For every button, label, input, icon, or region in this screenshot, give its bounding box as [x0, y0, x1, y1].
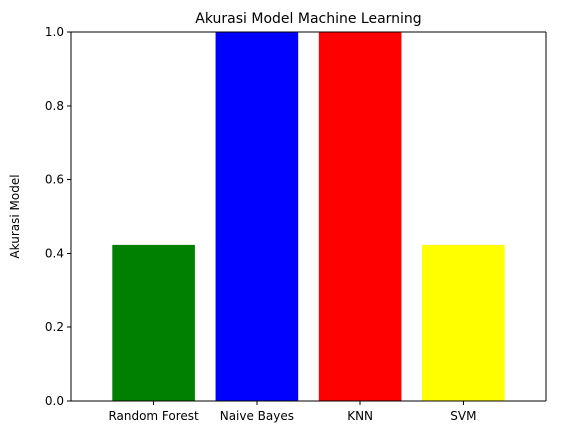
y-ticks-group: 0.0 0.2 0.4 0.6 0.8 1.0: [45, 25, 71, 408]
y-tick-label: 0.6: [45, 173, 64, 187]
bars-group: [112, 32, 505, 401]
y-tick-label: 0.8: [45, 99, 64, 113]
x-ticks-group: Random Forest Naive Bayes KNN SVM: [108, 401, 476, 423]
bar-naive-bayes: [215, 32, 299, 401]
y-axis-label: Akurasi Model: [8, 174, 22, 258]
chart-title: Akurasi Model Machine Learning: [195, 11, 421, 27]
y-tick-label: 0.2: [45, 320, 64, 334]
plot-frame: [70, 31, 547, 402]
bar-svm: [422, 244, 505, 401]
x-tick-label: Naive Bayes: [220, 409, 294, 423]
y-tick-label: 1.0: [45, 25, 64, 39]
y-tick-label: 0.0: [45, 394, 64, 408]
bar-knn: [318, 32, 402, 401]
y-tick-label: 0.4: [45, 246, 64, 260]
x-tick-label: Random Forest: [108, 409, 199, 423]
x-tick-label: SVM: [450, 409, 476, 423]
x-tick-label: KNN: [347, 409, 373, 423]
bar-random-forest: [112, 244, 195, 401]
